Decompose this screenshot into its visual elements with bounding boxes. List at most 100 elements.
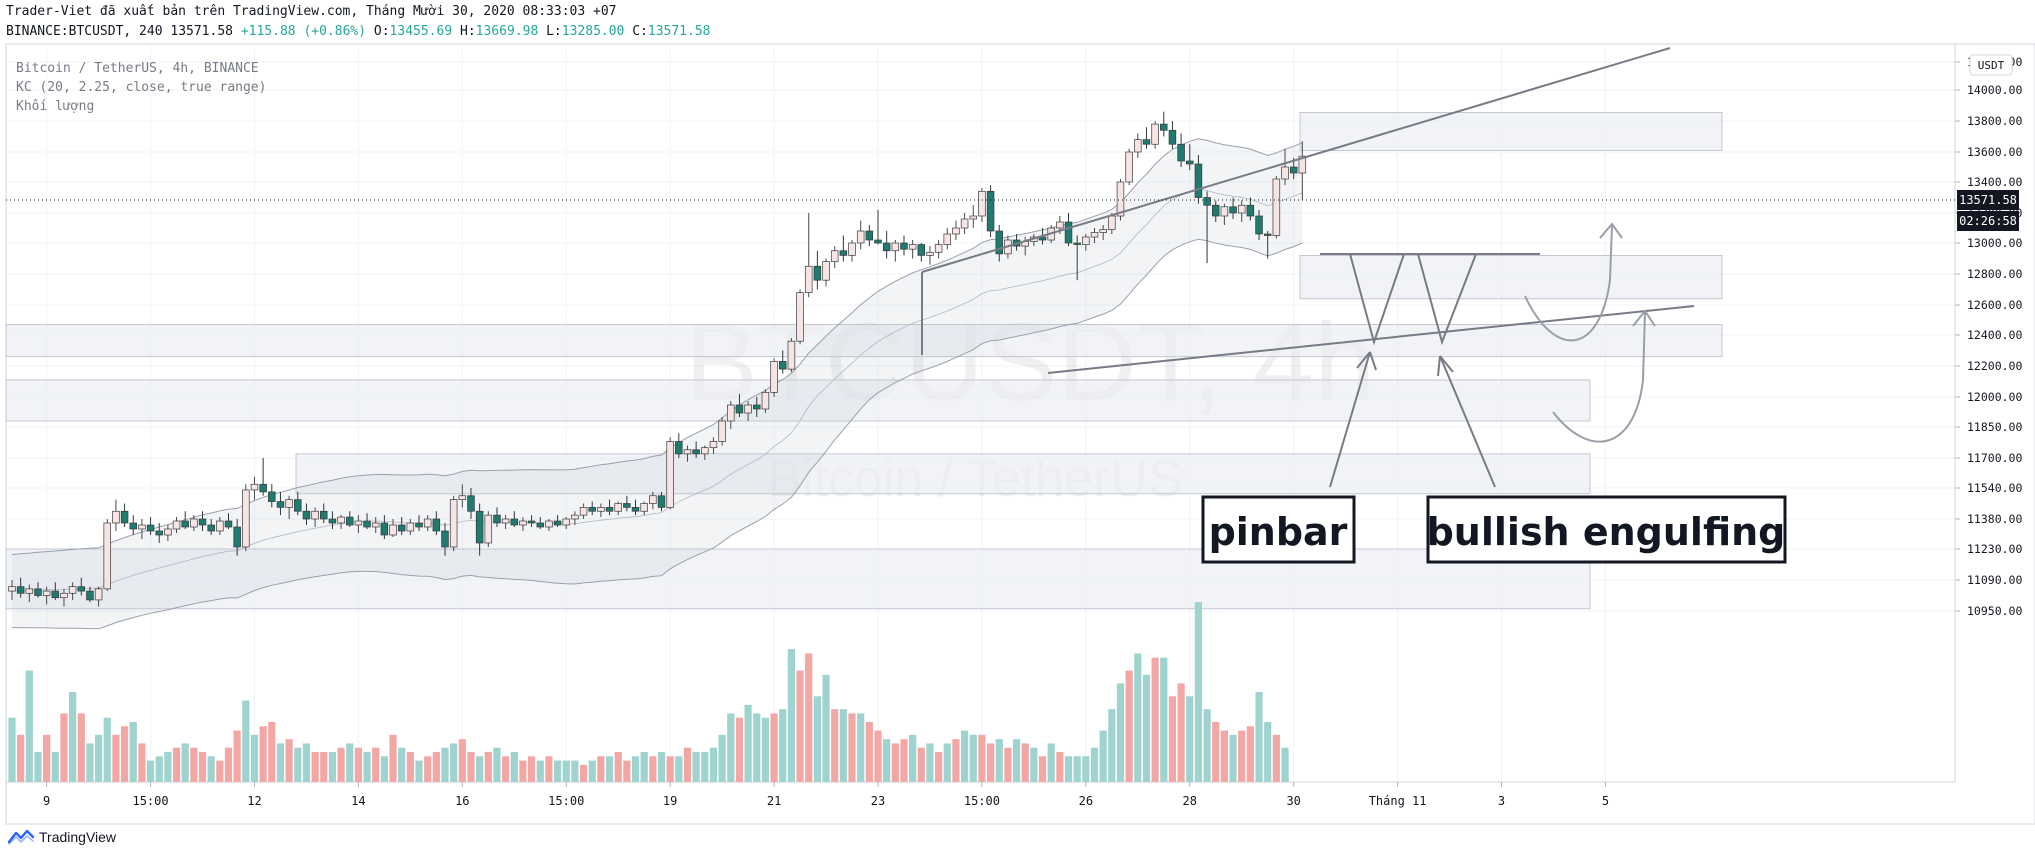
volume-bar — [579, 764, 588, 782]
engulfing-pointer-head-b — [1439, 355, 1454, 373]
price-tick-label: 12200.00 — [1967, 359, 2022, 373]
bar-countdown-label: 02:26:58 — [1959, 214, 2017, 228]
candle-body — [735, 404, 744, 414]
volume-bar — [1160, 657, 1168, 782]
volume-bar — [969, 734, 977, 782]
candle-body — [753, 404, 761, 410]
engulfing-pointer — [1439, 355, 1496, 488]
time-tick-label: 16 — [455, 794, 469, 808]
candle-body — [908, 244, 917, 250]
candle-body — [34, 588, 42, 596]
volume-bar — [891, 743, 899, 782]
candle-body — [1194, 163, 1203, 198]
volume-bar — [476, 756, 484, 782]
candle-body — [631, 507, 640, 512]
volume-bar — [900, 739, 908, 782]
candle-body — [242, 489, 250, 548]
volume-bar — [450, 743, 458, 782]
volume-bar — [311, 752, 319, 782]
candle-body — [709, 441, 718, 449]
currency-label: USDT — [1978, 59, 2005, 72]
candle-body — [727, 404, 735, 422]
currency-badge[interactable]: USDT — [1969, 54, 2013, 76]
time-tick-label: 28 — [1183, 794, 1197, 808]
volume-bar — [328, 752, 337, 782]
volume-bar — [978, 734, 986, 782]
volume-bar — [77, 713, 85, 782]
candle-body — [259, 483, 267, 493]
price-tick-label: 11230.00 — [1967, 542, 2022, 556]
volume-bar — [874, 730, 882, 782]
volume-bar — [233, 730, 241, 782]
volume-bar — [935, 752, 943, 782]
volume-bar — [623, 760, 631, 782]
candle-body — [969, 215, 978, 220]
price-tick-label: 13600.00 — [1967, 145, 2022, 159]
candle-body — [718, 420, 726, 442]
time-axis: 9 15:00 12 14 16 15:00 19 21 23 15:00 26 28 30 Tháng … — [43, 782, 1609, 808]
pinbar-label: pinbar — [1209, 510, 1348, 554]
price-tick-label: 12000.00 — [1967, 390, 2022, 404]
candle-body — [311, 510, 319, 520]
volume-bar — [1056, 752, 1064, 782]
candle-body — [657, 495, 666, 508]
volume-bar — [917, 747, 925, 782]
candle-body — [978, 190, 986, 217]
candle-body — [371, 522, 380, 528]
volume-bar — [34, 752, 42, 782]
candle-body — [1038, 236, 1047, 241]
candle-body — [822, 261, 830, 281]
candle-body — [882, 242, 891, 252]
candle-body — [16, 586, 25, 594]
volume-bar — [649, 756, 657, 782]
candle-body — [1168, 129, 1177, 145]
volume-bar — [181, 743, 189, 782]
high-value: 13669.98 — [475, 24, 539, 39]
candle-body — [960, 218, 969, 229]
candle-body — [1186, 160, 1194, 165]
footer-brand-label: TradingView — [39, 829, 117, 845]
volume-bar — [51, 752, 59, 782]
volume-bar — [1134, 653, 1142, 782]
candle-body — [640, 503, 648, 512]
volume-bar — [458, 739, 466, 782]
volume-bar — [640, 752, 648, 782]
candle-body — [510, 518, 519, 526]
close-label: C: — [632, 24, 648, 39]
volume-bar — [406, 752, 414, 782]
candle-body — [934, 244, 943, 253]
volume-bar — [848, 713, 856, 782]
candle-body — [441, 530, 449, 548]
volume-bar — [268, 722, 276, 782]
volume-bar — [839, 709, 847, 782]
candle-body — [103, 522, 112, 590]
price-tick-label: 12600.00 — [1967, 298, 2022, 312]
candle-body — [588, 507, 596, 512]
volume-bar — [796, 670, 804, 782]
candle-body — [501, 518, 510, 524]
volume-bar — [224, 747, 233, 782]
footer-brand[interactable]: TradingView — [8, 826, 116, 848]
volume-bar — [536, 760, 544, 782]
candle-body — [839, 250, 848, 256]
price-axis: 14200.0014000.0013800.0013600.0013400.00… — [1955, 55, 2022, 618]
volume-bar — [1194, 602, 1203, 782]
projection-arrow-2-head — [1632, 309, 1656, 327]
volume-bar — [605, 756, 614, 782]
candle-body — [337, 516, 345, 524]
volume-bar — [1246, 726, 1254, 782]
volume-bar — [735, 717, 744, 782]
volume-bar — [302, 743, 311, 782]
candle-body — [1229, 206, 1237, 214]
volume-bar — [8, 717, 16, 782]
volume-bar — [372, 747, 380, 782]
volume-bar — [1229, 734, 1237, 782]
volume-bar — [779, 709, 787, 782]
time-tick-label: 21 — [767, 794, 781, 808]
candle-body — [536, 522, 545, 528]
volume-bar — [285, 739, 293, 782]
candle-body — [484, 514, 493, 544]
volume-bar — [545, 756, 553, 782]
candle-body — [579, 507, 588, 516]
